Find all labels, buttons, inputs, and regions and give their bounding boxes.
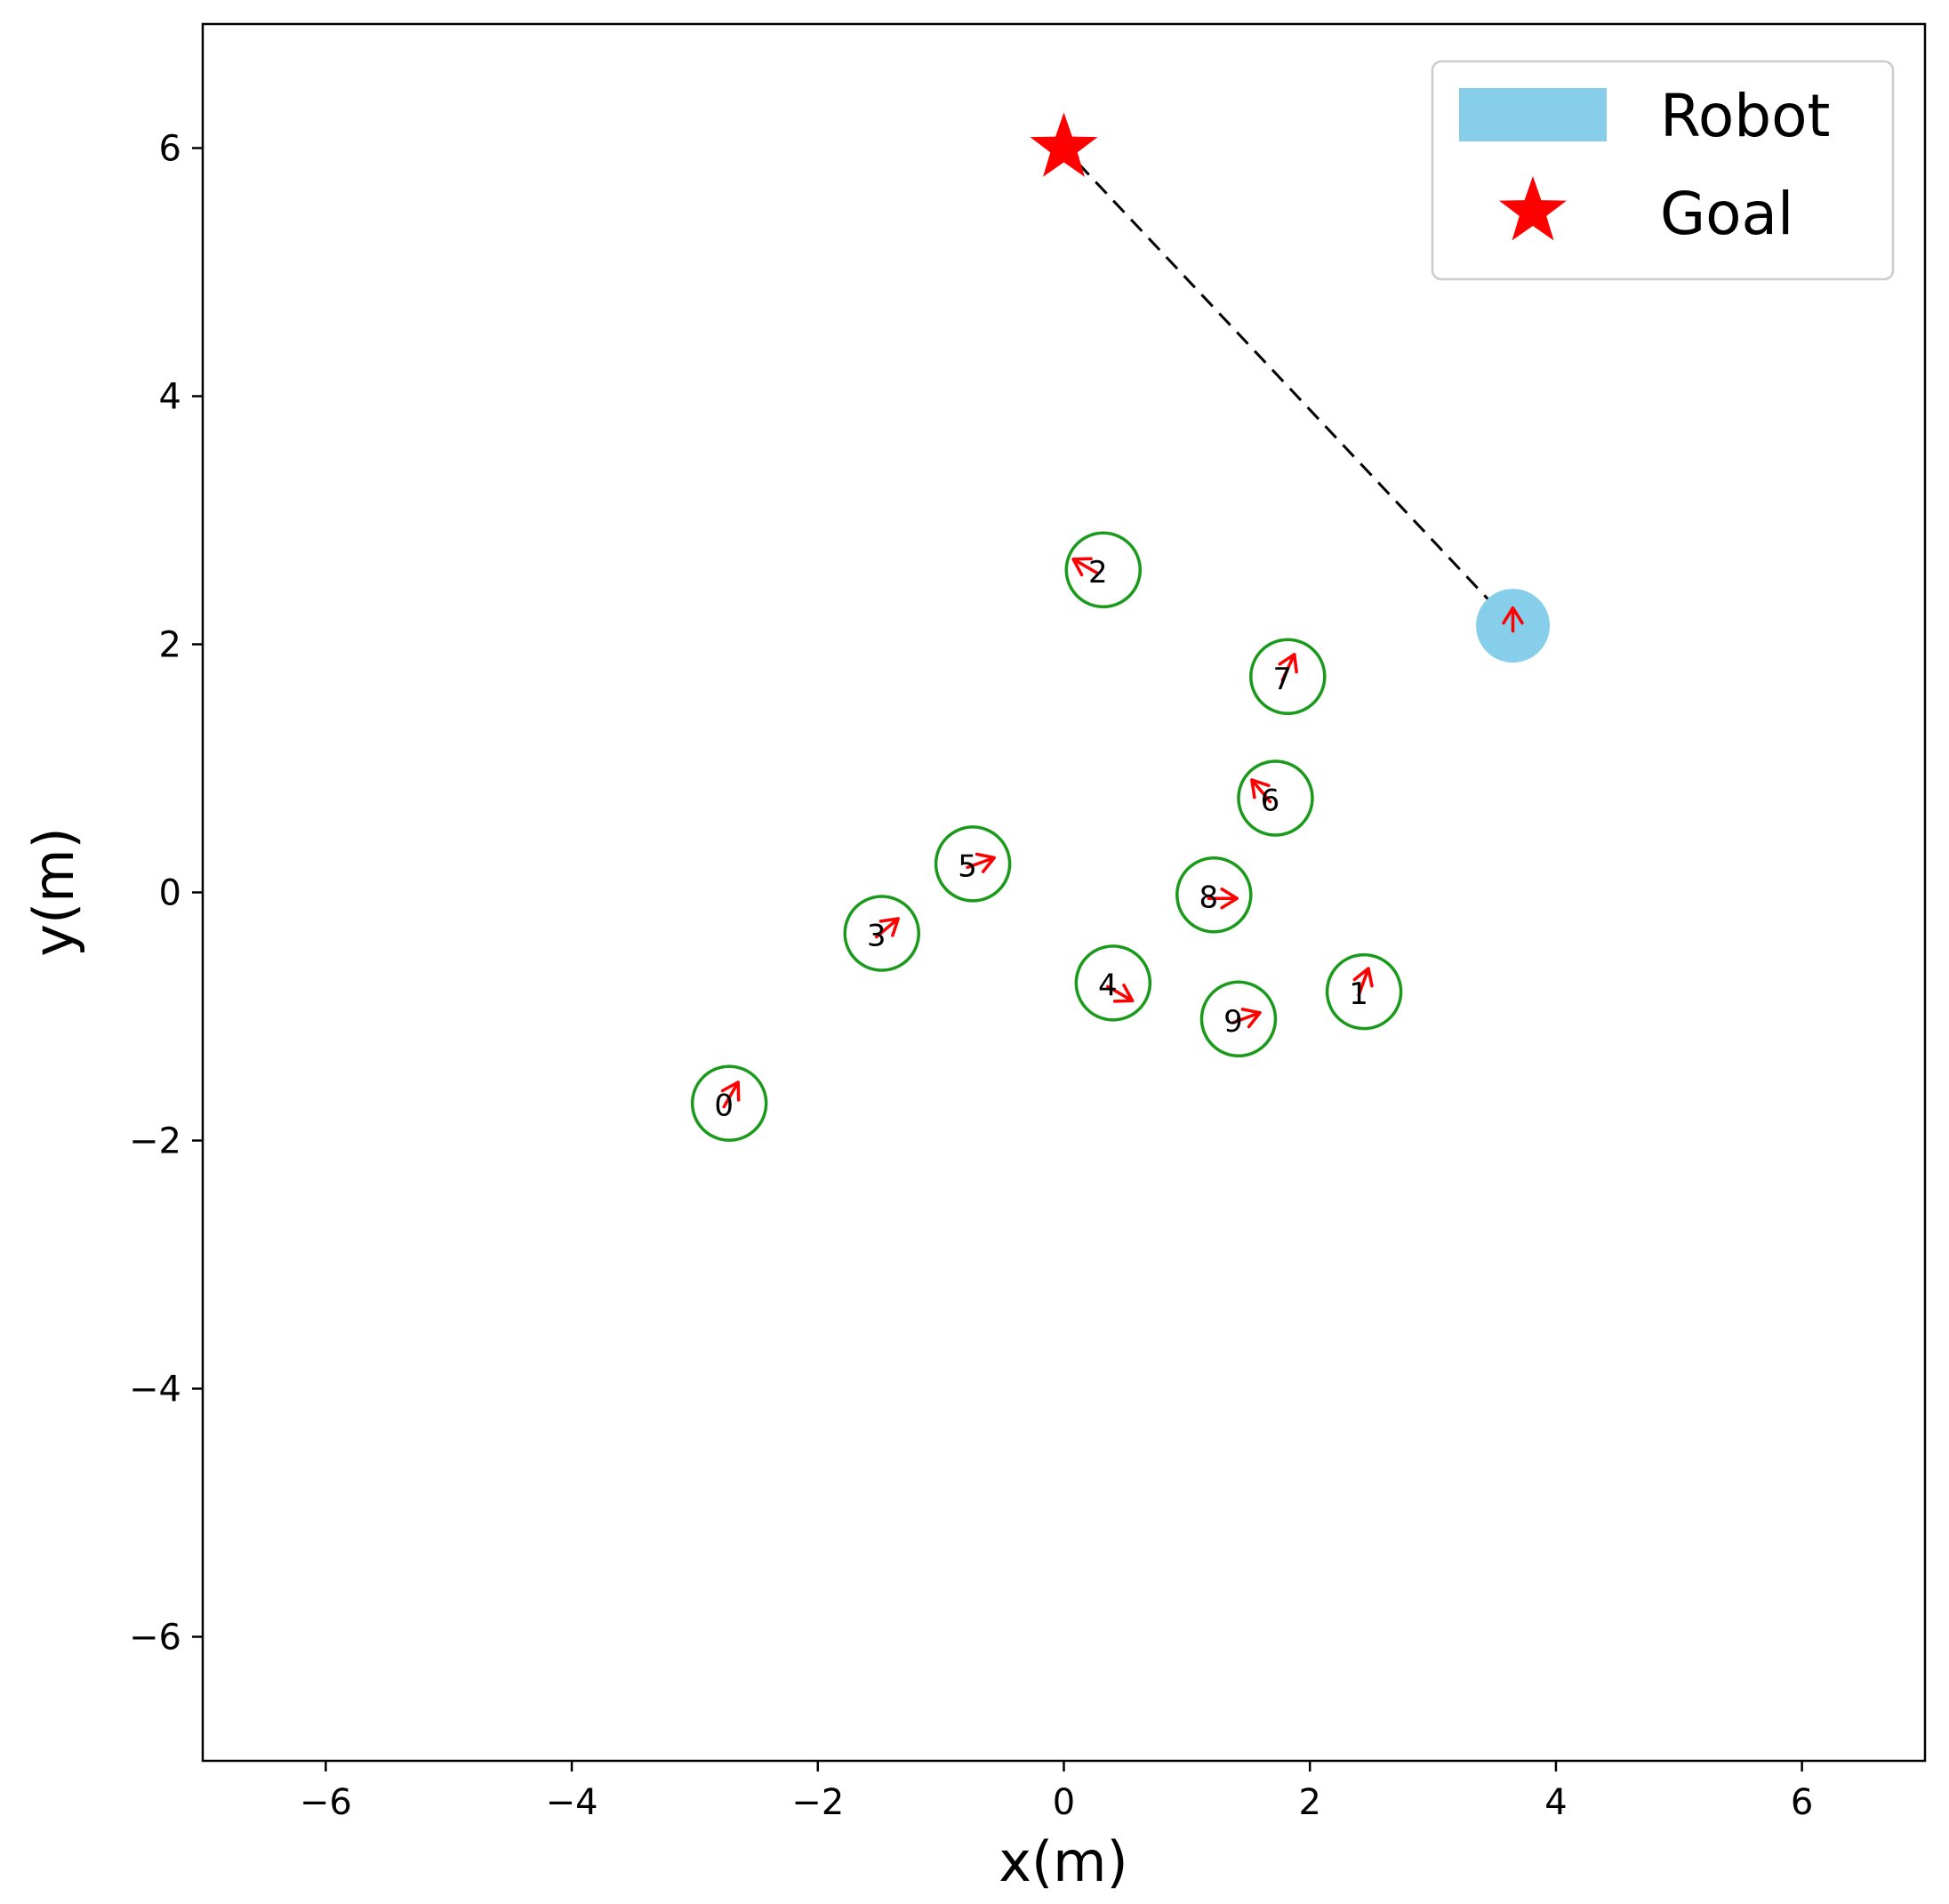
legend-robot-swatch: [1459, 88, 1607, 141]
pedestrian-label: 6: [1261, 783, 1280, 818]
pedestrian-6: 6: [1237, 759, 1314, 837]
goal-star: [1030, 112, 1098, 177]
pedestrian-5: 5: [934, 825, 1012, 903]
pedestrian-circle: [843, 895, 920, 972]
pedestrian-circle: [1175, 856, 1253, 934]
x-tick-label: −2: [791, 1782, 844, 1823]
pedestrian-4: 4: [1074, 944, 1152, 1022]
pedestrian-label: 1: [1349, 976, 1368, 1012]
pedestrian-2: 2: [1064, 531, 1143, 609]
pedestrian-label: 4: [1098, 968, 1118, 1003]
pedestrian-circle: [1249, 638, 1327, 716]
y-tick-label: −2: [129, 1121, 181, 1162]
x-tick-label: 0: [1053, 1782, 1075, 1823]
pedestrian-circle: [690, 1064, 768, 1142]
x-tick-label: −4: [546, 1782, 598, 1823]
y-tick-label: 4: [159, 377, 181, 418]
robot-heading-arrow: [1502, 606, 1524, 633]
pedestrian-circle: [1199, 980, 1278, 1058]
pedestrian-circle: [1325, 952, 1403, 1031]
pedestrian-7: 7: [1249, 638, 1327, 716]
x-tick-label: 6: [1791, 1782, 1813, 1823]
pedestrian-heading-arrow: [1207, 888, 1239, 910]
pedestrian-circle: [1237, 759, 1314, 837]
pedestrian-circle: [1064, 531, 1143, 609]
pedestrian-label: 7: [1272, 662, 1292, 697]
y-tick-label: 2: [159, 625, 181, 666]
marks-layer: 0 1 2 3 4 5 6 7 8 9: [690, 112, 1551, 1142]
robot-goal-line: [1063, 147, 1514, 627]
pedestrian-label: 3: [867, 919, 886, 954]
x-tick-label: 4: [1544, 1782, 1567, 1823]
legend-robot-label: Robot: [1660, 82, 1830, 150]
pedestrian-9: 9: [1199, 980, 1278, 1058]
pedestrian-label: 5: [958, 848, 977, 884]
pedestrian-heading-arrow: [1250, 778, 1272, 804]
pedestrian-heading-arrow: [1071, 557, 1100, 577]
legend-goal-label: Goal: [1660, 180, 1793, 248]
pedestrian-label: 2: [1088, 555, 1108, 590]
pedestrian-heading-arrow: [720, 1081, 741, 1109]
pedestrian-label: 0: [714, 1089, 734, 1124]
pedestrian-label: 9: [1223, 1004, 1243, 1040]
pedestrian-heading-arrow: [1278, 653, 1298, 682]
legend-goal-star-icon: [1499, 176, 1567, 241]
y-tick-label: −6: [129, 1618, 181, 1659]
pedestrian-heading-arrow: [1352, 967, 1374, 997]
pedestrian-circle: [934, 825, 1012, 903]
pedestrian-1: 1: [1325, 952, 1403, 1031]
y-tick-label: 0: [159, 873, 181, 914]
pedestrian-3: 3: [843, 895, 920, 972]
y-axis-label: y(m): [21, 827, 86, 956]
pedestrian-heading-arrow: [1106, 984, 1135, 1003]
pedestrian-0: 0: [690, 1064, 768, 1142]
pedestrian-8: 8: [1175, 856, 1253, 934]
y-tick-label: 6: [159, 129, 181, 170]
pedestrian-heading-arrow: [874, 917, 900, 939]
x-tick-label: 2: [1298, 1782, 1320, 1823]
legend: Robot Goal: [1431, 60, 1895, 281]
pedestrian-label: 8: [1199, 880, 1218, 915]
x-axis-label: x(m): [999, 1829, 1127, 1894]
robot: [1475, 589, 1551, 663]
x-tick-label: −6: [300, 1782, 352, 1823]
pedestrian-circle: [1074, 944, 1152, 1022]
ticks-layer: −6 −4 −2 0 2 4 6 −6 −4 −2 0 2 4 6: [129, 129, 1813, 1824]
pedestrian-heading-arrow: [966, 852, 996, 873]
y-tick-label: −4: [129, 1370, 181, 1410]
pedestrian-heading-arrow: [1231, 1008, 1262, 1029]
